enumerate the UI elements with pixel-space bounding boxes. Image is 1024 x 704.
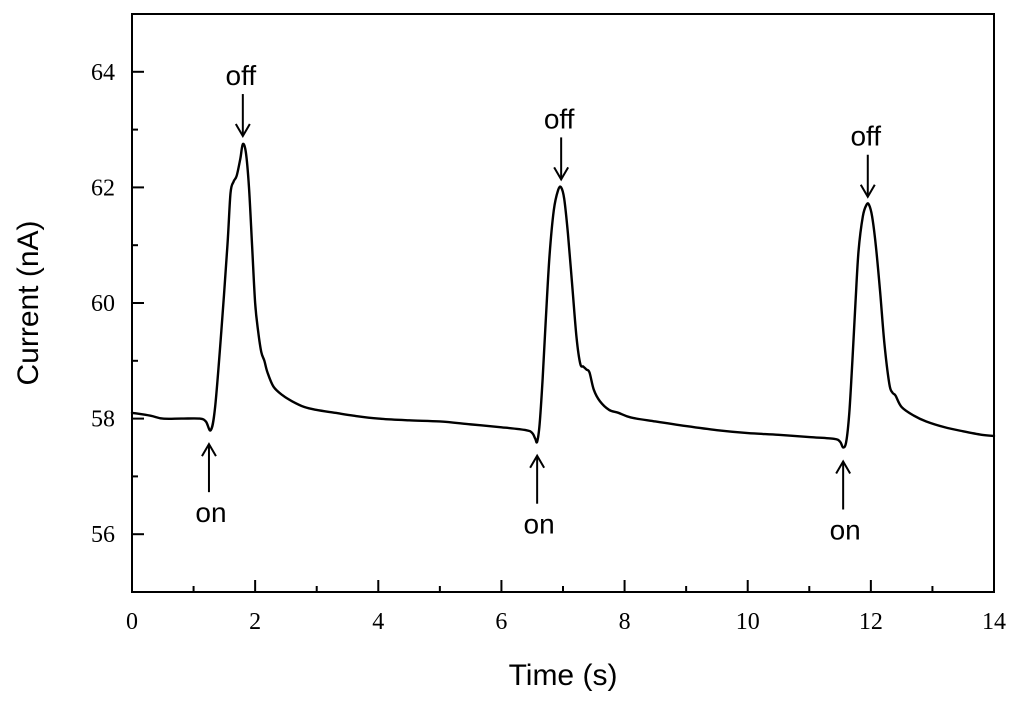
plot-frame [131,13,995,593]
annotation-label: on [195,497,226,528]
arrow-down-icon [553,166,570,182]
on-annotation: on [830,459,861,546]
series-layer [130,142,996,449]
annotation-label: off [850,121,881,152]
arrow-up-icon [201,442,217,457]
y-tick-label: 62 [91,175,115,201]
axis-ticks [131,70,995,592]
annotation-label: on [524,509,555,540]
x-axis-title: Time (s) [509,659,618,692]
x-axis-tick-labels: 0 2 4 6 8 10 12 14 [126,609,1006,635]
plot-area: off on off on off on [130,13,996,593]
x-tick-label: 12 [859,609,883,635]
annotation-label: on [830,515,861,546]
off-annotation: off [850,121,881,199]
x-tick-label: 8 [619,609,631,635]
current-series-line [130,142,996,449]
arrow-up-icon [529,453,546,469]
y-axis-title: Current (nA) [12,220,45,385]
annotation-label: off [544,103,575,134]
x-tick-label: 2 [249,609,261,635]
x-tick-label: 10 [736,609,760,635]
off-annotation: off [226,60,257,139]
y-tick-label: 60 [91,291,115,317]
x-tick-label: 6 [495,609,507,635]
y-axis-tick-labels: 56 58 60 62 64 [91,60,115,548]
annotations-layer: off on off on off on [195,60,881,545]
annotation-label: off [226,60,257,91]
off-annotation: off [544,103,575,182]
y-tick-label: 64 [91,60,115,86]
x-tick-label: 4 [372,609,384,635]
on-annotation: on [195,442,227,528]
arrow-down-icon [859,184,876,199]
x-tick-label: 14 [982,609,1006,635]
arrow-up-icon [835,459,852,475]
y-tick-label: 56 [91,522,115,548]
x-tick-label: 0 [126,609,138,635]
on-annotation: on [524,453,555,540]
y-tick-label: 58 [91,407,115,433]
arrow-down-icon [234,123,251,139]
